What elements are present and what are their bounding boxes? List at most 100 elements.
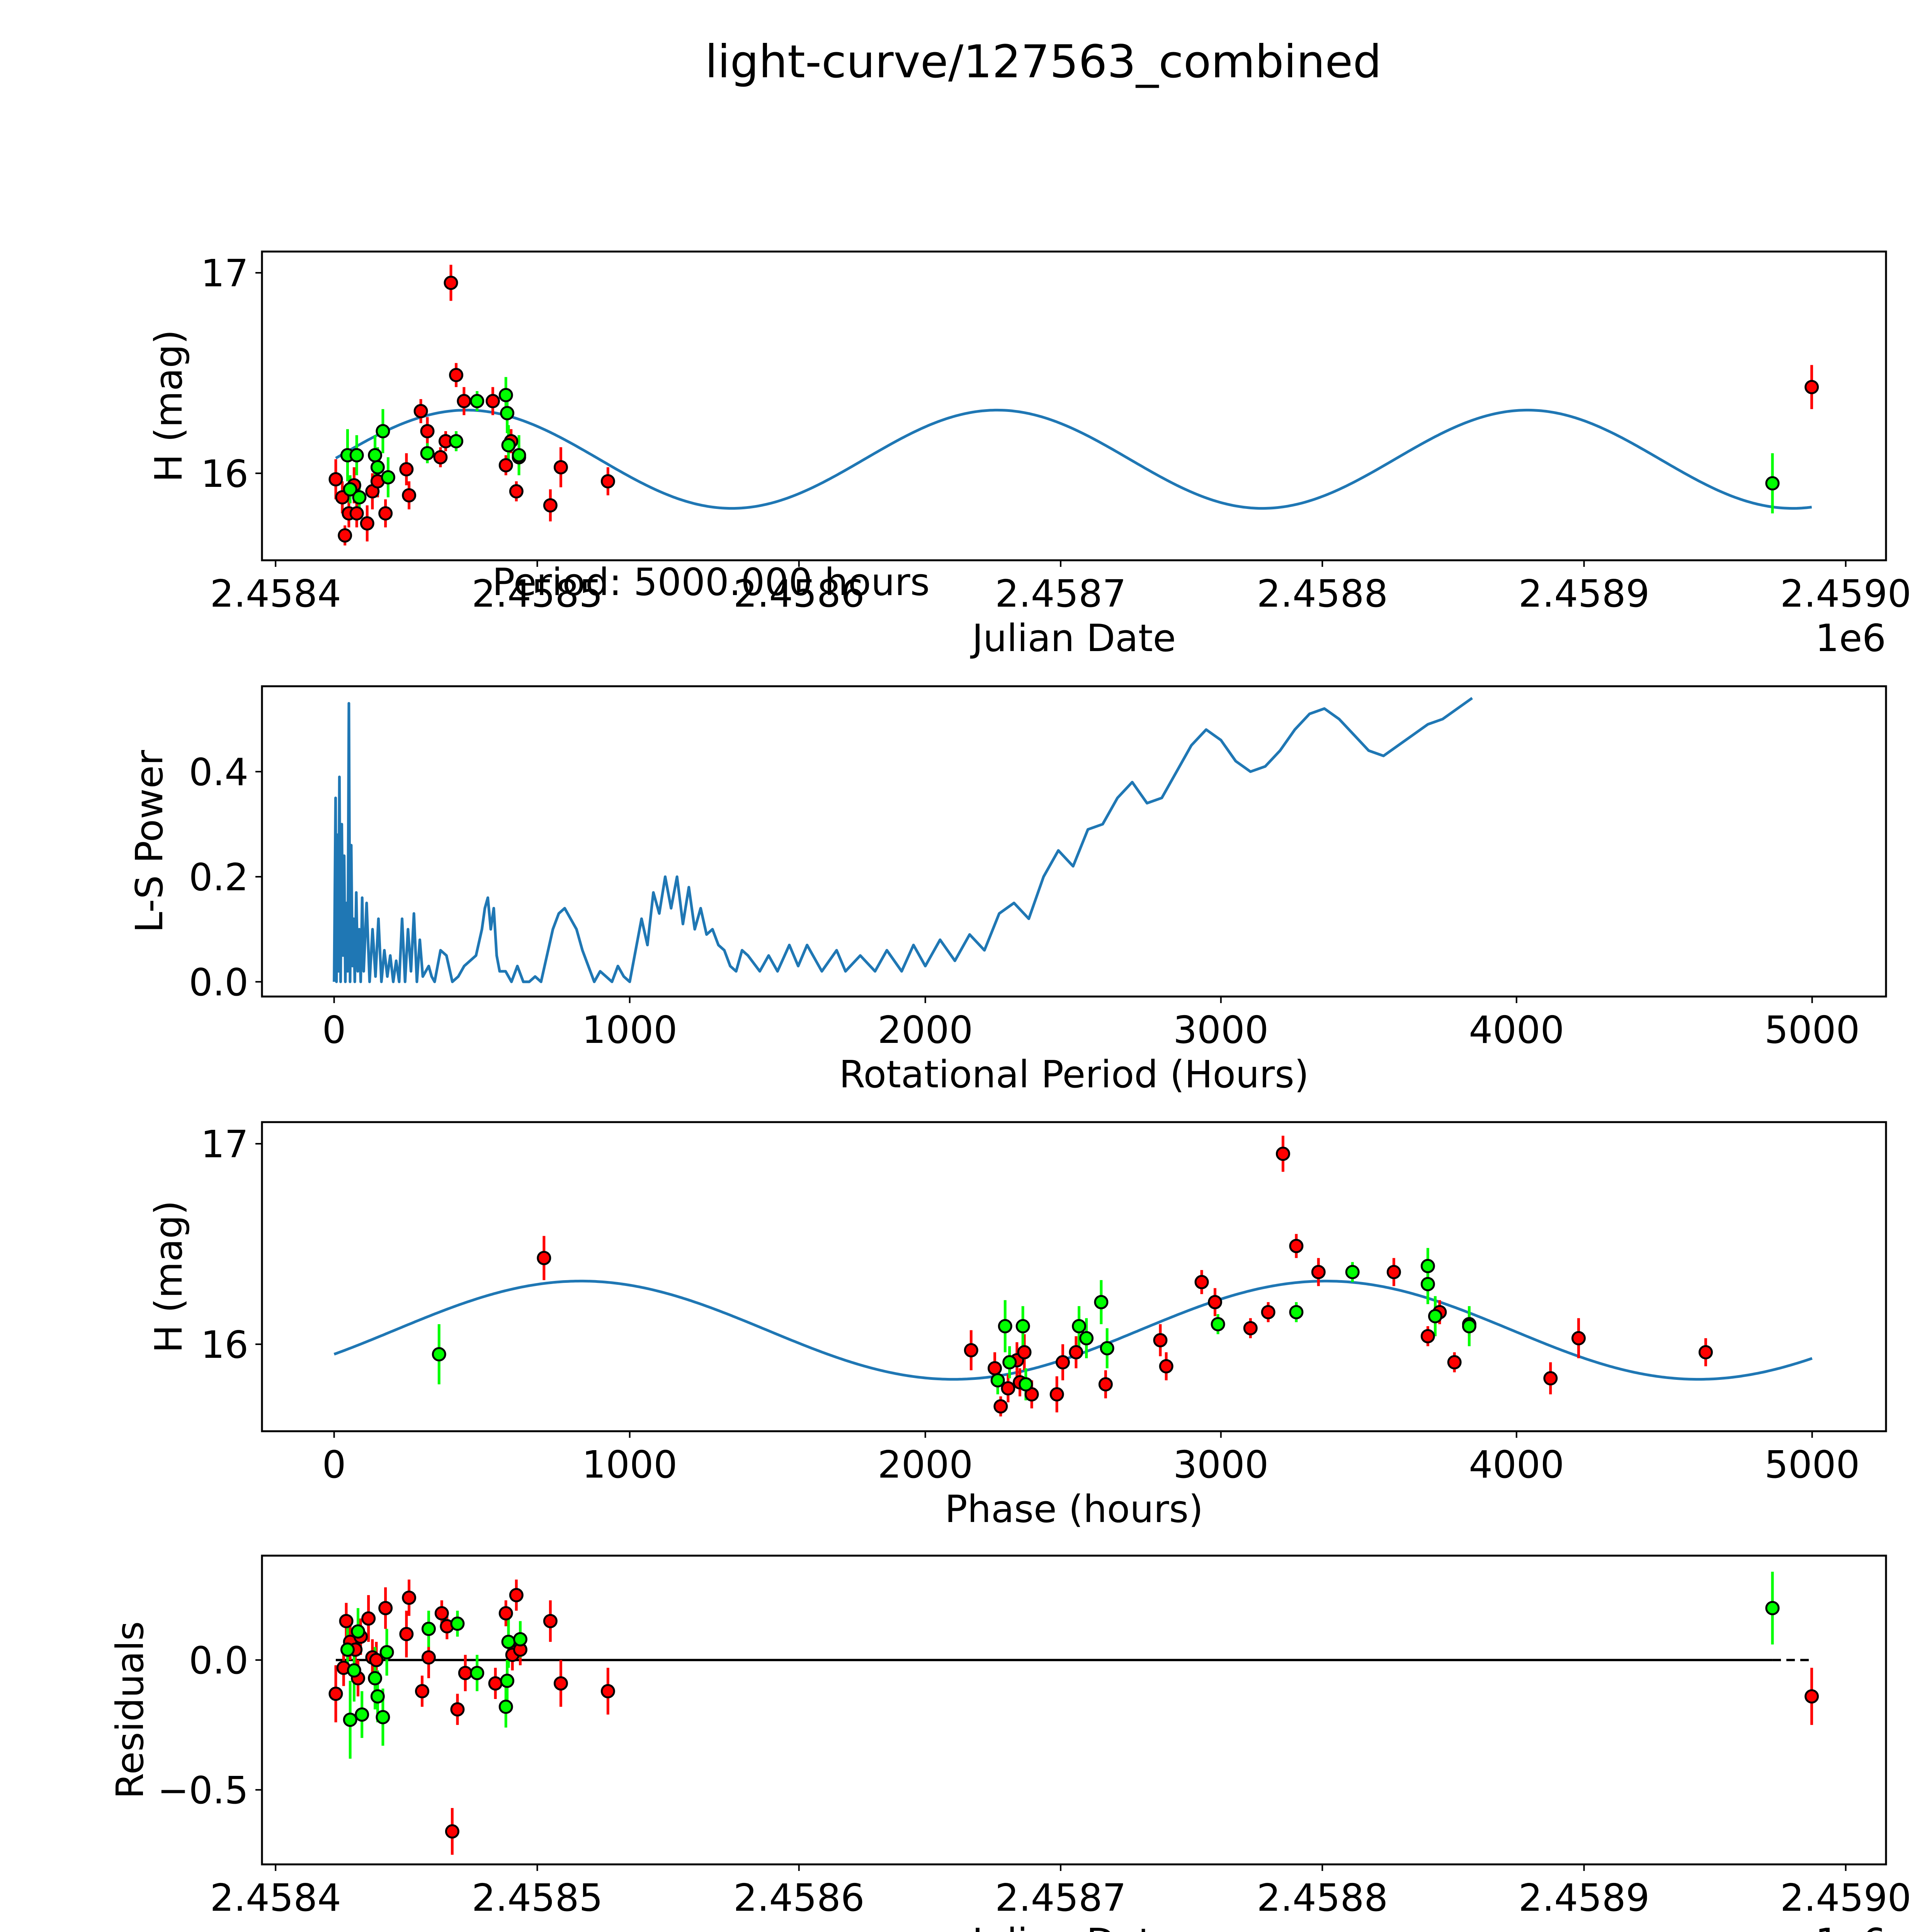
lightcurve-plot-area [328, 265, 1819, 546]
phased-point-green [432, 1347, 446, 1362]
lightcurve-point-green [501, 438, 516, 452]
phased-point-red [1049, 1387, 1064, 1402]
residuals-point-red [488, 1676, 503, 1691]
lightcurve-xtick-label: 2.4590 [1780, 572, 1911, 616]
lightcurve-point-red [444, 276, 458, 290]
residuals-point-green [355, 1707, 369, 1722]
residuals-xtick-label: 2.4589 [1519, 1876, 1650, 1920]
residuals-point-green [343, 1713, 357, 1727]
phased-ytick-label: 17 [201, 1122, 248, 1166]
residuals-point-red [498, 1606, 513, 1621]
residuals-plot-area [328, 1571, 1819, 1855]
lightcurve-xtick-label: 2.4587 [995, 572, 1126, 616]
residuals-point-red [458, 1666, 473, 1680]
residuals-point-green [498, 1699, 513, 1714]
residuals-ytick-label: 0.0 [189, 1639, 248, 1682]
lightcurve-xtick-label: 2.4588 [1257, 572, 1388, 616]
phased-xtick-label: 0 [322, 1443, 346, 1486]
phased-point-green [990, 1373, 1005, 1388]
residuals-point-green [450, 1616, 465, 1631]
residuals-point-green [340, 1642, 355, 1657]
residuals-offset-label: 1e6 [1815, 1920, 1886, 1932]
residuals-xtick-label: 2.4590 [1780, 1876, 1911, 1920]
lightcurve-point-green [381, 470, 395, 485]
phased-point-red [1698, 1345, 1713, 1360]
lightcurve-panel: 2.4584 2.4585 2.4586 2.4587 2.4588 2.4589 2.45… [147, 250, 1911, 660]
phased-point-red [1447, 1355, 1462, 1370]
residuals-point-red [543, 1614, 558, 1628]
phased-point-red [1194, 1275, 1209, 1289]
residuals-point-red [328, 1687, 343, 1701]
phased-point-green [1420, 1277, 1435, 1291]
phased-point-red [1311, 1265, 1326, 1279]
lightcurve-point-red [600, 474, 615, 489]
lightcurve-offset-label: 1e6 [1815, 616, 1886, 660]
lightcurve-point-red [420, 424, 435, 439]
lightcurve-point-red [378, 506, 393, 521]
residuals-point-green [501, 1634, 516, 1649]
residuals-xtick-label: 2.4585 [472, 1876, 603, 1920]
periodogram-xtick-label: 2000 [878, 1008, 973, 1052]
residuals-point-green [513, 1632, 527, 1646]
residuals-point-red [421, 1650, 436, 1665]
phased-point-green [1002, 1355, 1017, 1370]
phased-point-green [1019, 1377, 1033, 1392]
periodogram-ytick-label: 0.0 [189, 961, 248, 1004]
residuals-frame [261, 1554, 1887, 1866]
residuals-xtick-label: 2.4588 [1257, 1876, 1388, 1920]
residuals-xtick-label: 2.4586 [733, 1876, 864, 1920]
residuals-point-red [415, 1684, 429, 1699]
lightcurve-xlabel: Julian Date [970, 616, 1176, 660]
phased-xtick-label: 2000 [878, 1443, 973, 1486]
phased-point-green [998, 1319, 1012, 1333]
lightcurve-model-curve [335, 408, 1812, 510]
residuals-point-red [369, 1653, 384, 1667]
periodogram-xtick-label: 4000 [1469, 1008, 1564, 1052]
residuals-ylabel: Residuals [108, 1621, 152, 1799]
periodogram-frame [261, 685, 1887, 998]
lightcurve-point-green [349, 448, 364, 463]
residuals-point-red [378, 1601, 393, 1616]
lightcurve-point-green [420, 446, 435, 461]
phased-point-red [1208, 1295, 1222, 1310]
lightcurve-xtick-label: 2.4589 [1519, 572, 1650, 616]
phased-point-green [1100, 1341, 1114, 1355]
residuals-panel: 2.4584 2.4585 2.4586 2.4587 2.4588 2.4589 2.45… [108, 1554, 1911, 1932]
lightcurve-ylabel: H (mag) [147, 330, 190, 482]
lightcurve-xtick-label: 2.4586 [733, 572, 864, 616]
periodogram-ytick-label: 0.4 [189, 750, 248, 794]
lightcurve-point-red [402, 488, 417, 503]
lightcurve-point-green [512, 448, 526, 463]
lightcurve-point-red [509, 484, 524, 499]
periodogram-plot-area [333, 697, 1473, 983]
lightcurve-xtick-label: 2.4585 [472, 572, 603, 616]
phased-point-red [993, 1399, 1008, 1414]
phased-point-green [1079, 1331, 1094, 1345]
residuals-point-red [553, 1676, 568, 1691]
residuals-point-green [347, 1663, 361, 1678]
phased-point-red [1159, 1359, 1173, 1374]
lightcurve-point-green [500, 406, 515, 420]
phased-point-green [1345, 1265, 1360, 1279]
lightcurve-point-red [449, 368, 464, 383]
residuals-point-green [351, 1624, 366, 1639]
phased-point-green [1015, 1319, 1030, 1333]
lightcurve-point-green [376, 424, 390, 439]
phased-point-green [1462, 1319, 1476, 1333]
residuals-point-green [421, 1622, 436, 1636]
lightcurve-point-green [352, 490, 367, 505]
lightcurve-point-red [543, 498, 558, 513]
lightcurve-point-red [328, 472, 343, 486]
lightcurve-point-red [1804, 380, 1819, 395]
phased-point-red [1017, 1345, 1032, 1360]
periodogram-xtick-label: 1000 [582, 1008, 677, 1052]
residuals-xlabel: Julian Date [970, 1920, 1176, 1932]
phased-xlabel: Phase (hours) [945, 1487, 1203, 1531]
residuals-point-green [470, 1666, 485, 1680]
residuals-point-red [399, 1627, 414, 1641]
lightcurve-point-red [485, 394, 500, 408]
phased-plot-area [333, 1136, 1813, 1417]
phased-point-red [1543, 1371, 1558, 1386]
periodogram-xlabel: Rotational Period (Hours) [839, 1053, 1309, 1096]
periodogram-panel: 0 1000 2000 3000 4000 5000 0.0 0.2 0.4 Rotational… [128, 685, 1887, 1096]
